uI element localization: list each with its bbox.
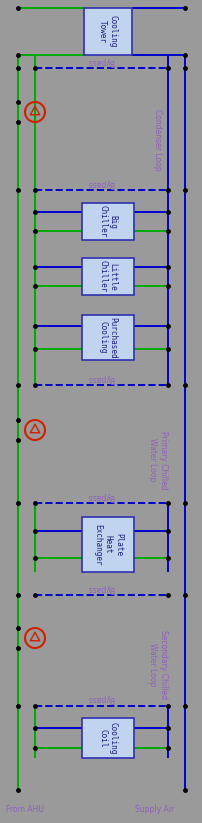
Text: Purchased
Cooling: Purchased Cooling (98, 317, 117, 358)
Text: Bypass: Bypass (87, 695, 114, 704)
Text: Little
Chiller: Little Chiller (98, 260, 117, 293)
FancyBboxPatch shape (84, 8, 131, 55)
Text: Condenser Loop: Condenser Loop (153, 109, 162, 171)
FancyBboxPatch shape (82, 203, 133, 240)
Text: Cooling
Tower: Cooling Tower (98, 16, 117, 48)
Text: Supply Air: Supply Air (135, 805, 174, 814)
Text: Big
Chiller: Big Chiller (98, 205, 117, 238)
FancyBboxPatch shape (82, 258, 133, 295)
Text: Bypass: Bypass (87, 179, 114, 188)
Text: From AHU: From AHU (6, 805, 44, 814)
Text: Bypass: Bypass (87, 374, 114, 383)
Text: Secondary Chilled
Water Loop: Secondary Chilled Water Loop (148, 630, 167, 700)
FancyBboxPatch shape (82, 517, 133, 572)
Text: Bypass: Bypass (87, 57, 114, 66)
Text: Primary Chilled
Water Loop: Primary Chilled Water Loop (148, 430, 167, 490)
Text: Plate
Heat
Exchanger: Plate Heat Exchanger (93, 523, 122, 565)
Text: Bypass: Bypass (87, 491, 114, 500)
FancyBboxPatch shape (82, 718, 133, 758)
Text: Cooling
Coil: Cooling Coil (98, 722, 117, 754)
FancyBboxPatch shape (82, 315, 133, 360)
Text: Bypass: Bypass (87, 584, 114, 593)
